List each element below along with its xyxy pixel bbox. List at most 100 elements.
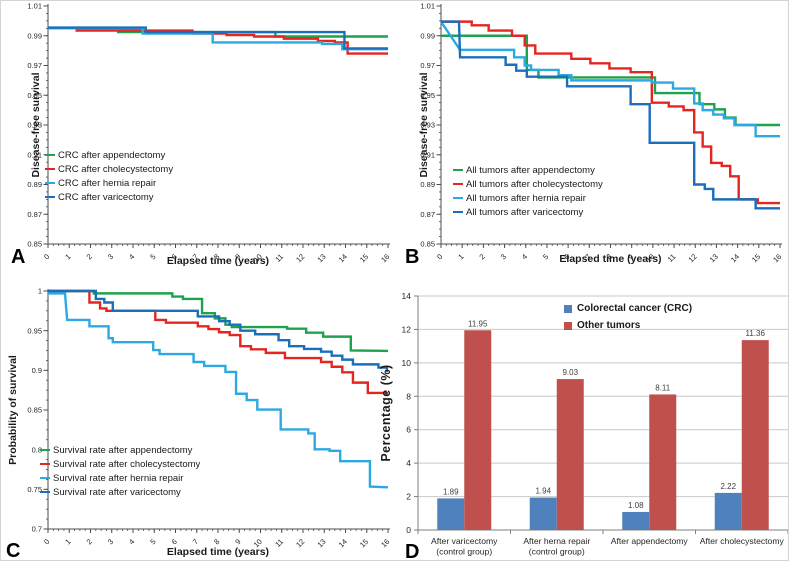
legend-item: Survival rate after appendectomy	[40, 443, 200, 457]
survival-curve	[441, 20, 780, 205]
x-axis-label: Elapsed time (years)	[166, 255, 270, 267]
x-tick-label: 9	[626, 252, 635, 261]
y-tick-label: 1.01	[420, 2, 435, 11]
category-label: After cholecystectomy	[700, 536, 785, 546]
x-tick-label: 4	[127, 252, 136, 261]
legend-item: CRC after hernia repair	[45, 176, 173, 190]
legend: CRC after appendectomy CRC after cholecys…	[45, 148, 173, 204]
y-tick-label: 0.87	[420, 210, 435, 219]
legend-swatch	[453, 182, 463, 186]
legend-item: All tumors after varicectomy	[453, 205, 603, 219]
bar-value-label: 1.08	[628, 501, 644, 510]
legend-item: Other tumors	[564, 317, 692, 334]
y-tick-label: 0.97	[420, 61, 435, 70]
survival-curve	[48, 292, 389, 489]
y-tick-label: 4	[406, 458, 411, 468]
legend-swatch	[45, 181, 55, 185]
y-tick-label: 0.91	[27, 150, 42, 159]
bar-crc	[529, 497, 557, 530]
x-tick-label: 6	[170, 252, 179, 261]
panel-d: Percentage (%) 0 2 4 6 8 10 12 14 1.89 1.94 1.08 2.…	[379, 276, 788, 561]
x-tick-label: 1	[456, 252, 465, 261]
y-tick-label: 0.87	[27, 210, 42, 219]
survival-curve	[48, 26, 388, 50]
y-tick-label: 0	[406, 525, 411, 535]
x-tick-label: 11	[666, 252, 678, 264]
x-tick-label: 4	[520, 252, 529, 261]
legend-item: All tumors after hernia repair	[453, 191, 603, 205]
panel-letter: C	[6, 540, 21, 561]
panel-c: Probability of survival 1 0.95 0.9 0.85 0.8 0…	[1, 276, 395, 561]
x-tick-label: 11	[273, 537, 285, 549]
bar-other-tumors	[464, 330, 492, 530]
survival-curve	[48, 289, 389, 372]
legend-label: CRC after hernia repair	[58, 177, 157, 189]
survival-curve	[441, 20, 780, 210]
y-tick-label: 2	[406, 492, 411, 502]
legend-item: Survival rate after cholecystectomy	[40, 457, 200, 471]
bar-value-label: 2.22	[720, 482, 736, 491]
x-tick-label: 0	[42, 252, 51, 261]
legend-swatch	[40, 490, 50, 494]
x-axis-label: Elapsed time (years)	[559, 253, 662, 265]
bar-value-label: 8.11	[655, 383, 671, 392]
legend-swatch	[45, 195, 55, 199]
survival-curve	[440, 20, 780, 138]
legend-item: CRC after cholecystectomy	[45, 162, 173, 176]
panel-letter: D	[405, 541, 420, 561]
x-tick-label: 8	[605, 252, 614, 261]
x-tick-label: 4	[127, 537, 136, 546]
x-tick-label: 2	[477, 252, 486, 261]
y-tick-label: 0.95	[420, 91, 435, 100]
legend: Survival rate after appendectomy Survival…	[40, 443, 200, 499]
legend-swatch	[564, 321, 572, 330]
x-tick-label: 0	[435, 252, 444, 261]
y-tick-label: 0.93	[27, 121, 42, 130]
legend-label: Survival rate after cholecystectomy	[53, 458, 201, 470]
legend-label: All tumors after cholecystectomy	[466, 178, 603, 190]
y-tick-label: 6	[406, 425, 411, 435]
survival-curve	[48, 27, 388, 55]
bar-other-tumors	[741, 340, 769, 530]
legend-swatch	[453, 168, 463, 172]
x-tick-label: 9	[233, 252, 242, 261]
y-tick-label: 0.7	[32, 525, 42, 534]
category-label: After herna repair (control group)	[523, 536, 590, 557]
x-tick-label: 7	[191, 252, 200, 261]
legend-label: CRC after varicectomy	[58, 191, 154, 203]
legend-swatch	[40, 448, 50, 452]
x-tick-label: 1	[63, 537, 72, 546]
legend-swatch	[45, 153, 55, 157]
x-tick-label: 8	[212, 537, 221, 546]
x-tick-label: 7	[191, 537, 200, 546]
bar-value-label: 9.03	[562, 368, 578, 377]
bar-value-label: 11.95	[468, 319, 488, 328]
bar-value-label: 1.89	[443, 487, 459, 496]
survival-chart-c: 10.950.90.850.80.750.70 1 2 3 4 5 6 7 8 9 10 11 12 13…	[27, 287, 391, 550]
panel-a: Disease-free survival 1.01 0.99 0.97 0.95 0.…	[1, 1, 395, 276]
legend-label: Other tumors	[577, 320, 641, 331]
x-tick-label: 5	[148, 537, 157, 546]
legend-item: All tumors after appendectomy	[453, 163, 603, 177]
legend-swatch	[40, 476, 50, 480]
legend-label: All tumors after hernia repair	[466, 192, 586, 204]
y-tick-label: 0.85	[420, 240, 435, 249]
legend-item: All tumors after cholecystectomy	[453, 177, 603, 191]
y-tick-label: 0.95	[27, 91, 42, 100]
legend-item: CRC after varicectomy	[45, 190, 173, 204]
legend-label: Colorectal cancer (CRC)	[577, 303, 693, 314]
legend-label: Survival rate after appendectomy	[53, 444, 193, 456]
y-tick-label: 0.9	[32, 366, 42, 375]
legend-item: CRC after appendectomy	[45, 148, 173, 162]
y-tick-label: 0.95	[27, 326, 42, 335]
y-tick-label: 1.01	[27, 2, 42, 11]
y-tick-label: 0.75	[27, 485, 42, 494]
x-tick-label: 2	[85, 252, 94, 261]
bar-crc	[622, 511, 650, 530]
bar-crc	[714, 492, 742, 530]
x-tick-label: 6	[170, 537, 179, 546]
legend: All tumors after appendectomy All tumors …	[453, 163, 603, 219]
x-tick-label: 0	[42, 537, 51, 546]
bar-other-tumors	[649, 394, 677, 530]
